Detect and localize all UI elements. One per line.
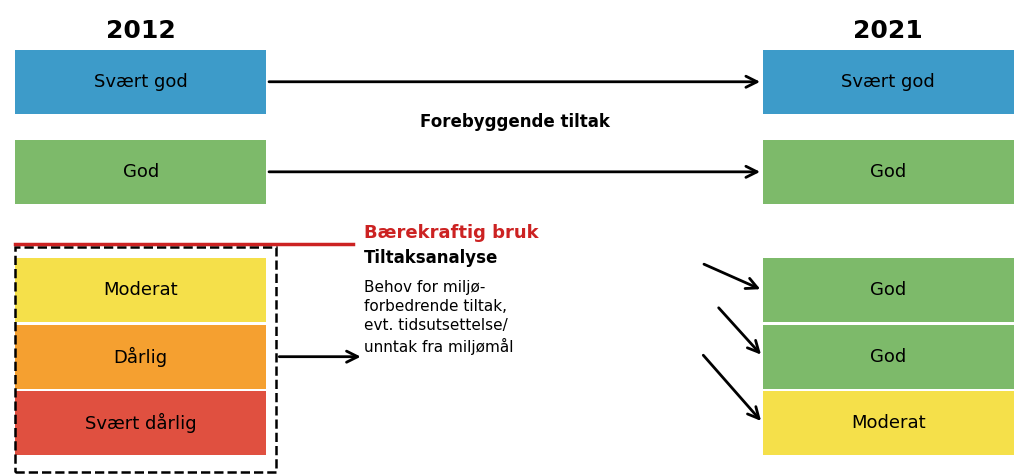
Text: Moderat: Moderat	[103, 282, 178, 299]
Text: 2021: 2021	[853, 19, 924, 43]
Bar	[15, 391, 266, 455]
Text: 2012: 2012	[105, 19, 176, 43]
Bar	[15, 325, 266, 389]
Text: Forebyggende tiltak: Forebyggende tiltak	[420, 113, 609, 131]
Text: Moderat: Moderat	[851, 414, 926, 432]
Text: Svært god: Svært god	[842, 73, 935, 91]
Text: God: God	[123, 163, 159, 181]
Text: Behov for miljø-
forbedrende tiltak,
evt. tidsutsettelse/
unntak fra miljømål: Behov for miljø- forbedrende tiltak, evt…	[364, 280, 513, 355]
Text: Dårlig: Dårlig	[114, 346, 168, 367]
Text: God: God	[870, 282, 906, 299]
Text: God: God	[870, 348, 906, 365]
Bar	[15, 247, 276, 472]
Bar	[15, 258, 266, 322]
Text: Bærekraftig bruk: Bærekraftig bruk	[364, 224, 539, 242]
Bar	[763, 50, 1014, 114]
Bar	[763, 391, 1014, 455]
Text: God: God	[870, 163, 906, 181]
Bar	[763, 258, 1014, 322]
Text: Svært dårlig: Svært dårlig	[85, 413, 197, 433]
Bar	[763, 325, 1014, 389]
Bar	[763, 140, 1014, 204]
Text: Svært god: Svært god	[94, 73, 187, 91]
Text: Tiltaksanalyse: Tiltaksanalyse	[364, 249, 498, 267]
Bar	[15, 140, 266, 204]
Bar	[15, 50, 266, 114]
